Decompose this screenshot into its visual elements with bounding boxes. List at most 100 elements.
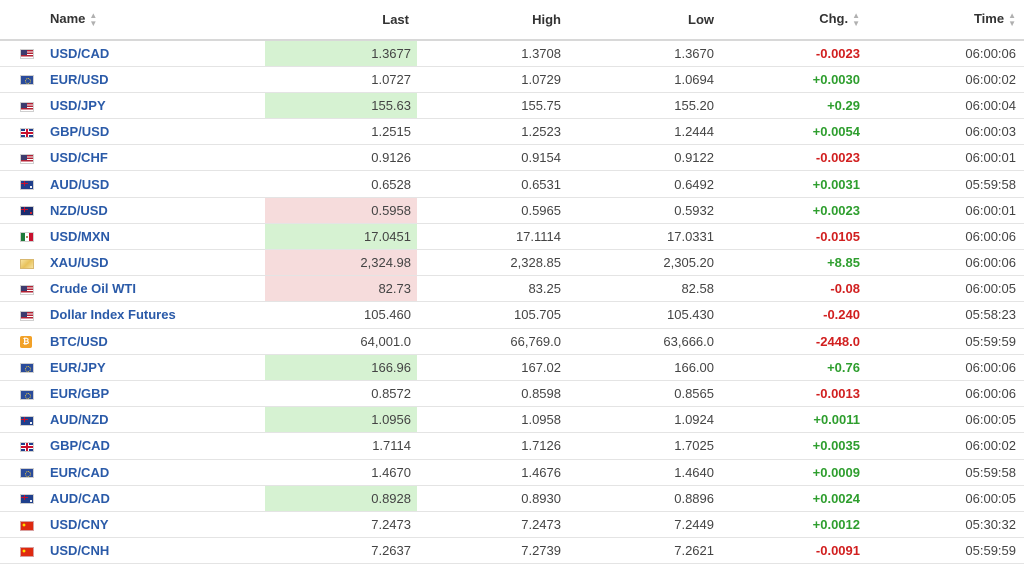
high-cell: 105.705 [417, 301, 569, 329]
high-cell: 0.8598 [417, 380, 569, 408]
last-cell: 0.9126 [265, 144, 417, 172]
column-header-last[interactable]: Last [265, 0, 417, 41]
us-flag-icon [20, 153, 34, 164]
instrument-link[interactable]: USD/CNY [50, 516, 109, 532]
time-cell: 06:00:05 [868, 275, 1024, 303]
low-cell: 166.00 [569, 354, 722, 381]
low-cell: 1.0694 [569, 66, 722, 93]
change-cell: -0.08 [722, 275, 868, 303]
table-row: AUD/NZD 1.0956 1.0958 1.0924 +0.0011 06:… [0, 406, 1024, 434]
eu-flag-icon [20, 363, 34, 374]
time-cell: 06:00:06 [868, 354, 1024, 381]
last-cell: 1.0727 [265, 66, 417, 93]
instrument-link[interactable]: USD/CHF [50, 150, 108, 166]
cn-flag-icon [20, 520, 34, 531]
header-flag [0, 0, 50, 41]
change-cell: -0.240 [722, 301, 868, 329]
column-header-low-label: Low [688, 12, 714, 27]
low-cell: 1.7025 [569, 432, 722, 460]
column-header-high[interactable]: High [417, 0, 569, 41]
instrument-link[interactable]: Crude Oil WTI [50, 281, 136, 297]
us-flag-icon [20, 101, 34, 112]
table-row: GBP/CAD 1.7114 1.7126 1.7025 +0.0035 06:… [0, 432, 1024, 460]
low-cell: 155.20 [569, 92, 722, 120]
high-cell: 1.7126 [417, 432, 569, 460]
us-flag-icon [20, 49, 34, 60]
sort-icon[interactable]: ▲ ▼ [89, 10, 98, 28]
table-row: Crude Oil WTI 82.73 83.25 82.58 -0.08 06… [0, 275, 1024, 303]
au-flag-icon [20, 494, 34, 505]
instrument-link[interactable]: GBP/CAD [50, 438, 110, 454]
low-cell: 17.0331 [569, 223, 722, 251]
sort-icon[interactable]: ▲ ▼ [1008, 10, 1016, 28]
column-header-chg[interactable]: Chg. ▲ ▼ [722, 0, 868, 41]
us-flag-icon [20, 311, 34, 322]
last-cell: 1.3677 [265, 40, 417, 67]
instrument-link[interactable]: GBP/USD [50, 124, 110, 140]
column-header-low[interactable]: Low [569, 0, 722, 41]
instrument-link[interactable]: XAU/USD [50, 255, 109, 271]
instrument-link[interactable]: EUR/GBP [50, 386, 110, 402]
instrument-link[interactable]: AUD/NZD [50, 412, 109, 428]
table-row: USD/MXN 17.0451 17.1114 17.0331 -0.0105 … [0, 223, 1024, 251]
instrument-link[interactable]: USD/MXN [50, 228, 110, 244]
time-cell: 06:00:06 [868, 223, 1024, 251]
instrument-link[interactable]: NZD/USD [50, 202, 108, 218]
high-cell: 66,769.0 [417, 328, 569, 355]
change-cell: -0.0023 [722, 40, 868, 67]
last-cell: 105.460 [265, 301, 417, 329]
time-cell: 06:00:06 [868, 40, 1024, 67]
time-cell: 06:00:01 [868, 144, 1024, 172]
instrument-link[interactable]: Dollar Index Futures [50, 307, 176, 323]
column-header-name[interactable]: Name ▲ ▼ [50, 0, 265, 41]
instrument-link[interactable]: BTC/USD [50, 333, 108, 349]
sort-icon[interactable]: ▲ ▼ [852, 10, 860, 28]
low-cell: 2,305.20 [569, 249, 722, 277]
last-cell: 0.8928 [265, 485, 417, 512]
change-cell: +0.0030 [722, 66, 868, 93]
instrument-link[interactable]: AUD/USD [50, 176, 110, 192]
low-cell: 0.8896 [569, 485, 722, 512]
time-cell: 05:59:58 [868, 459, 1024, 486]
last-cell: 166.96 [265, 354, 417, 381]
instrument-link[interactable]: USD/CAD [50, 45, 110, 61]
instrument-link[interactable]: USD/CNH [50, 543, 110, 559]
change-cell: -0.0013 [722, 380, 868, 408]
change-cell: +0.0009 [722, 459, 868, 486]
low-cell: 105.430 [569, 301, 722, 329]
high-cell: 2,328.85 [417, 249, 569, 277]
change-cell: +0.0012 [722, 511, 868, 539]
high-cell: 17.1114 [417, 223, 569, 251]
time-cell: 06:00:02 [868, 66, 1024, 93]
instrument-link[interactable]: EUR/JPY [50, 359, 106, 375]
last-cell: 1.0956 [265, 406, 417, 434]
change-cell: -0.0091 [722, 537, 868, 564]
instrument-link[interactable]: EUR/USD [50, 71, 109, 87]
high-cell: 7.2473 [417, 511, 569, 539]
last-cell: 1.2515 [265, 118, 417, 146]
nz-flag-icon [20, 206, 34, 217]
table-header: Name ▲ ▼ Last High Low Chg. ▲ ▼ Time ▲ ▼ [0, 0, 1024, 41]
high-cell: 1.2523 [417, 118, 569, 146]
low-cell: 0.8565 [569, 380, 722, 408]
table-row: NZD/USD 0.5958 0.5965 0.5932 +0.0023 06:… [0, 197, 1024, 224]
change-cell: +0.0024 [722, 485, 868, 512]
last-cell: 1.4670 [265, 459, 417, 486]
change-cell: -2448.0 [722, 328, 868, 355]
table-row: AUD/USD 0.6528 0.6531 0.6492 +0.0031 05:… [0, 170, 1024, 198]
low-cell: 0.5932 [569, 197, 722, 224]
table-row: Dollar Index Futures 105.460 105.705 105… [0, 301, 1024, 329]
column-header-time[interactable]: Time ▲ ▼ [868, 0, 1024, 41]
gold-icon [20, 258, 34, 269]
table-row: EUR/GBP 0.8572 0.8598 0.8565 -0.0013 06:… [0, 380, 1024, 408]
low-cell: 1.2444 [569, 118, 722, 146]
high-cell: 155.75 [417, 92, 569, 120]
instrument-link[interactable]: USD/JPY [50, 97, 106, 113]
cn-flag-icon [20, 546, 34, 557]
table-row: USD/JPY 155.63 155.75 155.20 +0.29 06:00… [0, 92, 1024, 120]
instrument-link[interactable]: AUD/CAD [50, 490, 110, 506]
change-cell: +0.29 [722, 92, 868, 120]
column-header-chg-label: Chg. [819, 11, 849, 27]
instrument-link[interactable]: EUR/CAD [50, 464, 110, 480]
